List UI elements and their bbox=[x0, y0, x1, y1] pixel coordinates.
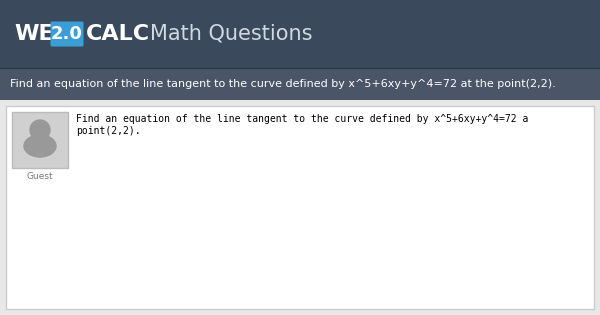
Text: Guest: Guest bbox=[26, 172, 53, 181]
Bar bbox=[0, 68, 600, 100]
Text: Find an equation of the line tangent to the curve defined by x^5+6xy+y^4=72 at t: Find an equation of the line tangent to … bbox=[10, 79, 556, 89]
Text: 2.0: 2.0 bbox=[51, 25, 83, 43]
Circle shape bbox=[30, 120, 50, 140]
Bar bbox=[0, 100, 600, 315]
Ellipse shape bbox=[24, 135, 56, 157]
Text: WEB: WEB bbox=[14, 24, 71, 44]
Bar bbox=[12, 112, 68, 168]
Bar bbox=[0, 0, 600, 68]
Bar bbox=[6, 106, 594, 309]
Text: point(2,2).: point(2,2). bbox=[76, 126, 140, 136]
Text: Find an equation of the line tangent to the curve defined by x^5+6xy+y^4=72 a: Find an equation of the line tangent to … bbox=[76, 114, 529, 124]
Text: CALC: CALC bbox=[86, 24, 150, 44]
Text: Math Questions: Math Questions bbox=[150, 24, 313, 44]
FancyBboxPatch shape bbox=[50, 21, 83, 47]
